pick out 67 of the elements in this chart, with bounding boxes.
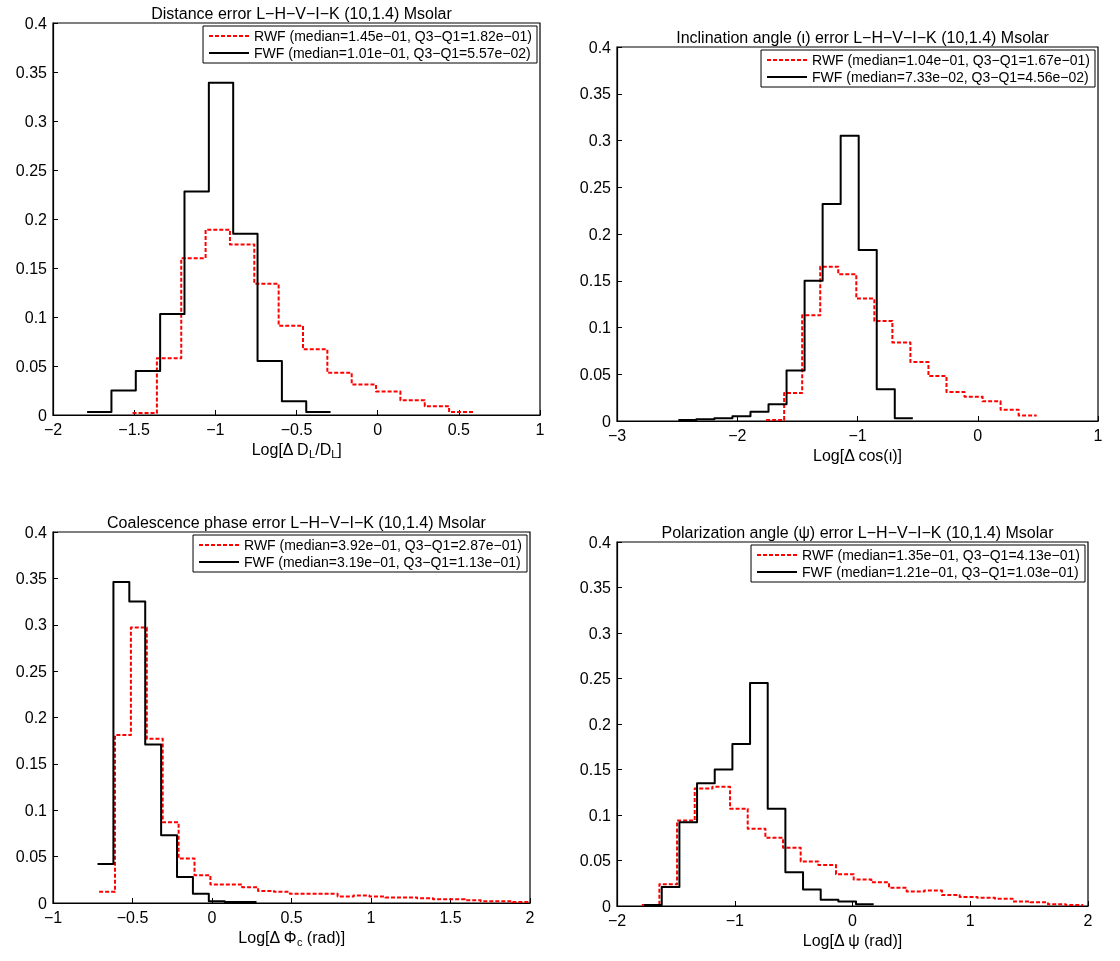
y-tick-label: 0.4 <box>588 38 612 56</box>
y-tick-label: 0.3 <box>588 624 612 642</box>
y-tick-label: 0.2 <box>24 210 48 228</box>
x-tick-label: −0.5 <box>280 420 313 438</box>
chart-title: Distance error L−H−V−I−K (10,1.4) Msolar <box>151 4 453 22</box>
x-tick-label: −1.5 <box>118 420 151 438</box>
x-tick-label: 1.5 <box>439 908 462 926</box>
legend-label: RWF (median=3.92e−01, Q3−Q1=2.87e−01) <box>244 537 523 553</box>
legend-label: FWF (median=1.01e−01, Q3−Q1=5.57e−02) <box>254 45 531 61</box>
x-tick-label: −1 <box>848 426 867 444</box>
x-tick-label: 2 <box>525 908 535 926</box>
y-tick-label: 0.4 <box>24 523 48 541</box>
y-tick-label: 0.1 <box>588 806 612 824</box>
x-tick-label: 2 <box>1083 911 1093 929</box>
legend-label: FWF (median=3.19e−01, Q3−Q1=1.13e−01) <box>244 554 521 570</box>
x-tick-label: −1 <box>206 420 225 438</box>
legend-label: RWF (median=1.35e−01, Q3−Q1=4.13e−01) <box>802 547 1081 563</box>
y-tick-label: 0.2 <box>588 715 612 733</box>
x-tick-label: −3 <box>607 426 627 444</box>
y-tick-label: 0.25 <box>15 161 48 179</box>
y-tick-label: 0.05 <box>579 365 612 383</box>
chart-title: Inclination angle (ι) error L−H−V−I−K (10,1.4) Msolar <box>676 28 1050 46</box>
y-tick-label: 0.25 <box>579 670 612 687</box>
legend-label: FWF (median=1.21e−01, Q3−Q1=1.03e−01) <box>802 564 1079 580</box>
y-tick-label: 0.15 <box>579 761 612 778</box>
x-tick-label: −1 <box>725 911 744 929</box>
y-tick-label: 0.3 <box>588 132 612 149</box>
y-tick-label: 0.4 <box>24 14 48 32</box>
y-tick-label: 0.1 <box>24 801 48 819</box>
y-tick-label: 0.35 <box>15 569 48 587</box>
x-tick-label: 0.5 <box>280 908 303 926</box>
x-tick-label: 0 <box>207 908 217 926</box>
x-axis-title: Log[Δ ψ (rad)] <box>802 932 903 950</box>
y-tick-label: 0.2 <box>24 709 48 726</box>
y-tick-label: 0.35 <box>15 63 48 81</box>
x-tick-label: 0 <box>373 420 383 438</box>
y-tick-label: 0.4 <box>588 533 612 551</box>
x-tick-label: 1 <box>535 420 545 438</box>
y-tick-label: 0.1 <box>24 308 48 326</box>
y-tick-label: 0.25 <box>15 662 48 680</box>
chart-title: Polarization angle (ψ) error L−H−V−I−K (10,1.4) Msolar <box>661 523 1055 541</box>
legend-label: RWF (median=1.45e−01, Q3−Q1=1.82e−01) <box>254 28 533 44</box>
x-tick-label: 1 <box>1093 426 1103 444</box>
x-tick-label: −2 <box>728 426 747 444</box>
y-tick-label: 0.25 <box>579 178 612 196</box>
y-tick-label: 0.2 <box>588 225 612 243</box>
x-tick-label: 0 <box>973 426 983 444</box>
x-axis-title: Log[Δ cos(ι)] <box>813 447 902 465</box>
y-tick-label: 0.35 <box>579 85 612 103</box>
y-tick-label: 0.05 <box>15 848 48 866</box>
y-tick-label: 0.15 <box>15 259 48 277</box>
legend-label: RWF (median=1.04e−01, Q3−Q1=1.67e−01) <box>812 52 1091 68</box>
x-tick-label: −0.5 <box>116 908 149 926</box>
y-tick-label: 0.3 <box>24 616 48 634</box>
x-tick-label: 0.5 <box>447 420 471 438</box>
y-tick-label: 0.05 <box>15 357 48 375</box>
y-tick-label: 0.35 <box>579 579 612 596</box>
y-tick-label: 0.15 <box>15 755 48 773</box>
x-tick-label: 0 <box>848 911 858 929</box>
y-tick-label: 0.05 <box>579 852 612 869</box>
x-tick-label: 1 <box>366 908 376 926</box>
legend-label: FWF (median=7.33e−02, Q3−Q1=4.56e−02) <box>812 69 1089 85</box>
chart-title: Coalescence phase error L−H−V−I−K (10,1.4) Msolar <box>107 513 487 531</box>
y-tick-label: 0.3 <box>24 112 48 130</box>
y-tick-label: 0.15 <box>579 272 612 290</box>
y-tick-label: 0.1 <box>588 319 612 336</box>
x-tick-label: 1 <box>965 911 975 929</box>
